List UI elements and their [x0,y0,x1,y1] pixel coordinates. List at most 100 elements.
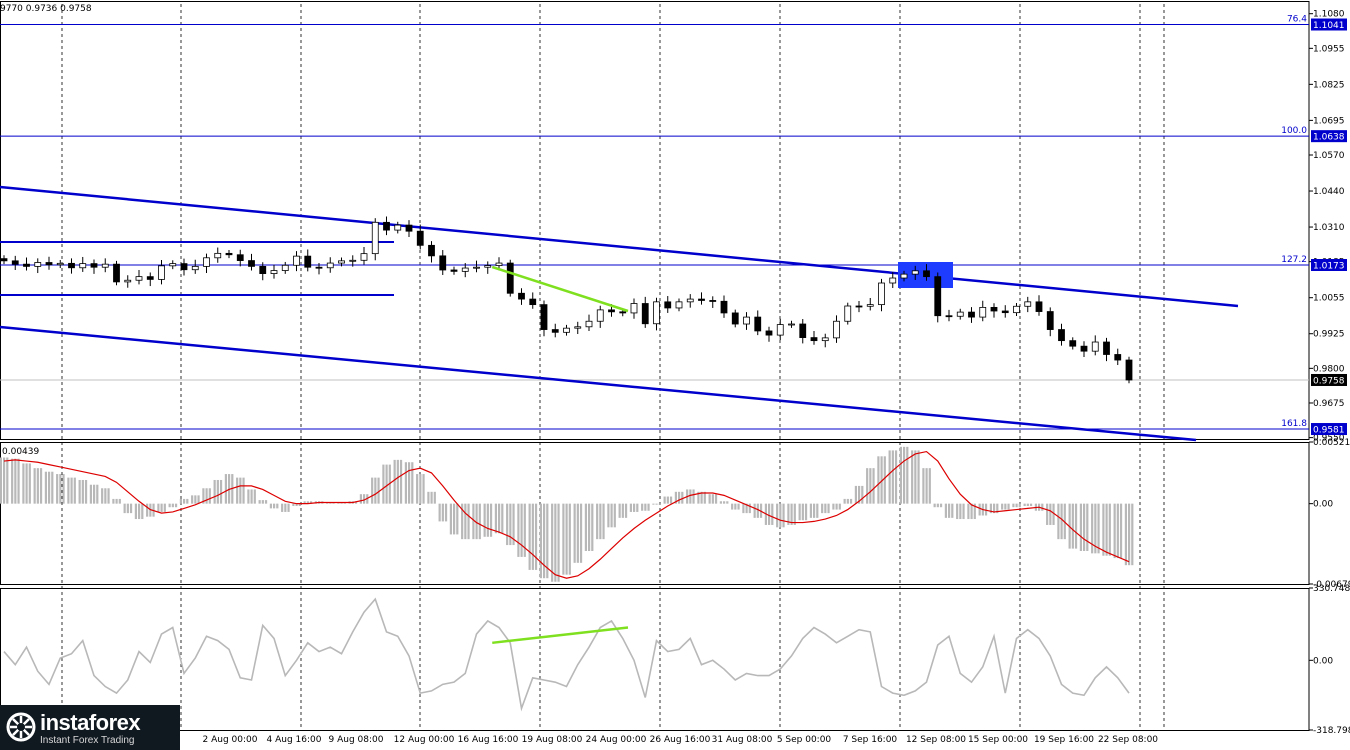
candle-body [371,221,379,255]
candle-body [608,309,615,313]
macd-histogram-bar [419,474,422,504]
macd-histogram-bar [96,484,99,504]
macd-histogram-bar [467,503,470,540]
macd-histogram-bar [1094,503,1097,554]
candle-body [338,260,345,264]
macd-histogram-bar [711,494,714,504]
candle-body [0,258,8,262]
candle-body [585,320,593,328]
macd-histogram-bar [3,457,6,504]
candle-body [866,304,874,307]
fib-price-box [1311,18,1347,31]
macd-histogram-bar [292,503,295,507]
macd-histogram-bar [669,496,673,504]
macd-histogram-bar [250,489,253,504]
macd-histogram-bar [666,496,669,504]
candle-body [855,305,863,308]
fib-price-box [1311,130,1347,143]
cci-y-tick-label: 330.7482 [1313,584,1350,594]
macd-histogram-bar [1046,503,1049,525]
macd-histogram-bar [258,500,261,504]
macd-histogram-bar [1012,503,1015,508]
macd-histogram-bar [1105,503,1108,556]
macd-histogram-bar [655,503,658,505]
macd-histogram-bar [629,503,632,512]
candle-body [1103,341,1110,355]
x-tick-label: 12 Sep 08:00 [906,735,966,745]
macd-histogram-bar [298,503,301,507]
candle-body [900,273,908,279]
y-tick-label: 0.9925 [1313,330,1345,340]
candle-body [394,224,402,231]
y-tick-label: 1.1080 [1313,10,1345,20]
fib-level-label: 76.4 [1287,15,1307,25]
candle-body [484,265,492,268]
macd-histogram-bar [25,463,28,504]
macd-histogram-bar [939,503,943,508]
macd-histogram-bar [517,503,520,557]
candle-body [34,262,42,267]
macd-histogram-bar [183,498,186,504]
macd-histogram-bar [168,503,171,508]
vertical-gridlines [61,4,1165,730]
macd-histogram-bar [1097,503,1100,554]
macd-histogram-bar [1007,503,1010,510]
macd-histogram-bar [269,503,272,509]
panel-frame-1 [0,442,1310,585]
macd-histogram-bar [835,503,838,510]
macd-histogram-bar [1119,503,1123,559]
macd-histogram-bar [551,503,554,582]
macd-histogram-bar [708,494,711,504]
candle-body [990,306,998,312]
macd-histogram-bar [753,503,756,518]
candle-body [776,324,784,336]
x-tick-label: 19 Sep 16:00 [1034,735,1094,745]
candle-body [1058,329,1065,342]
macd-histogram-bar [1015,503,1018,508]
candle-body [945,315,953,318]
macd-histogram-bar [363,494,366,504]
fib-price-label: 1.0638 [1313,133,1345,143]
ohlc-readout: 9770 0.9736 0.9758 [0,4,92,14]
macd-histogram-bar [936,503,939,508]
candle-body [1114,354,1122,361]
macd-histogram-bar [809,503,812,518]
macd-histogram-bar [264,500,268,504]
fib-level-label: 100.0 [1281,126,1307,136]
y-tick-label: 0.9800 [1313,364,1345,374]
candle-body [1024,301,1032,307]
macd-histogram-bar [523,503,526,557]
macd-histogram-bar [438,503,441,522]
channel-upper-line [0,185,1239,308]
candle-body [79,263,87,269]
macd-histogram-bar [464,503,467,540]
macd-histogram-bar [385,464,388,504]
macd-histogram-bar [891,450,894,504]
macd-histogram-bar [486,503,489,537]
macd-histogram-bar [906,446,909,504]
macd-histogram-bar [894,450,898,504]
macd-histogram-bar [371,477,374,504]
macd-histogram-bar [472,503,475,540]
macd-histogram-bar [84,479,88,504]
candle-body [23,263,30,267]
candle-body [934,276,942,317]
candle-body [788,323,795,326]
x-tick-label: 22 Sep 08:00 [1098,735,1158,745]
candle-body [889,277,897,284]
macd-histogram-bar [1083,503,1086,551]
macd-histogram-bar [208,488,211,504]
candle-body [1069,340,1077,347]
macd-histogram-bar [205,488,208,504]
macd-histogram-bar [967,503,970,520]
logo-mark-icon [6,712,36,742]
macd-histogram-bar [56,474,59,504]
macd-histogram-bar [242,477,245,504]
macd-histogram-bar [44,471,47,504]
macd-histogram-bar [408,462,411,504]
macd-histogram-bar [652,503,655,505]
candle-body [641,303,649,325]
macd-histogram-bar [224,474,227,504]
candle-body [1080,345,1088,352]
macd-histogram-bar [494,503,497,534]
